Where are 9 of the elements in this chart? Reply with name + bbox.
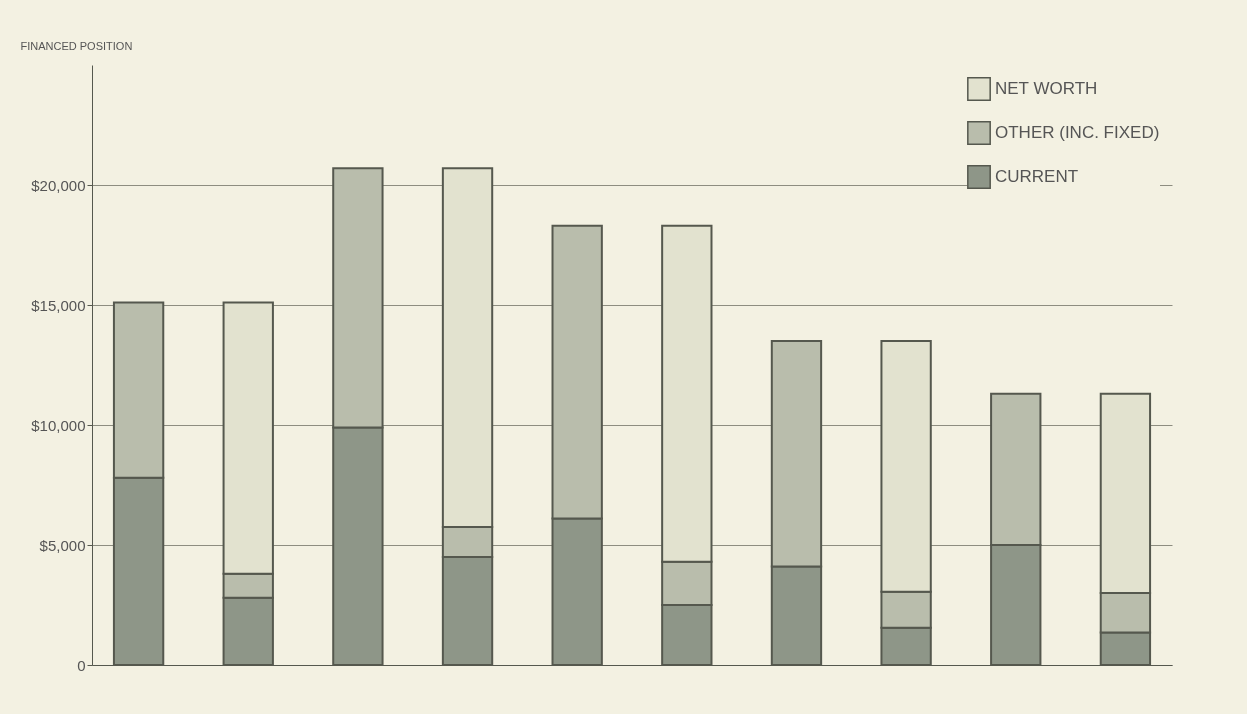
legend-label: CURRENT [995,167,1079,186]
y-tick-label: $5,000 [39,536,86,554]
y-tick-label: $20,000 [31,176,86,194]
y-axis-title: FINANCED POSITION [20,39,133,52]
y-tick-label: $15,000 [31,296,86,314]
y-tick-label: 0 [77,656,86,674]
y-tick-label: $10,000 [31,416,86,434]
legend-label: OTHER (INC. FIXED) [995,123,1160,142]
legend-label: NET WORTH [995,79,1098,98]
